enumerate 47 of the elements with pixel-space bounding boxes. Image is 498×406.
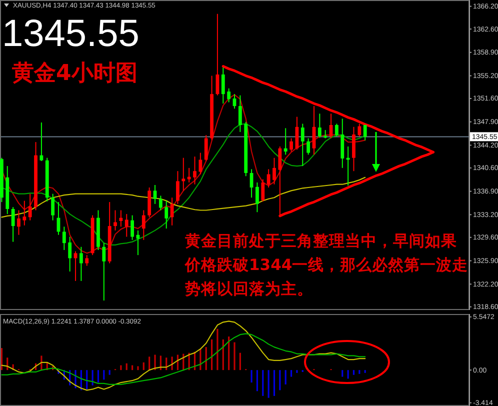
candlestick — [119, 210, 123, 228]
candlestick — [102, 242, 106, 302]
candlestick — [158, 195, 162, 211]
candlestick — [318, 113, 322, 138]
line-series — [1, 320, 366, 391]
candlestick — [261, 178, 265, 202]
candlestick — [198, 152, 202, 175]
candlestick — [352, 126, 356, 172]
annotation: 黄金目前处于三角整理当中，早间如果价格跌破1344一线，那么必然第一波走势将以回落为主。 — [184, 232, 468, 298]
candlestick — [124, 214, 128, 238]
candlestick — [130, 214, 134, 240]
line-series — [1, 333, 366, 385]
candlestick — [266, 168, 270, 188]
candlestick — [363, 124, 367, 141]
candlestick — [187, 167, 191, 183]
candlestick — [227, 88, 231, 103]
candlestick — [51, 193, 55, 221]
candlestick — [68, 236, 72, 272]
candlestick — [221, 67, 225, 104]
candlestick — [153, 184, 157, 204]
candlestick — [28, 193, 32, 221]
candlestick — [300, 123, 304, 167]
candlestick — [85, 254, 89, 266]
candlestick — [193, 156, 196, 185]
candlestick — [17, 210, 20, 236]
annotation: 1345.55 — [2, 13, 140, 55]
candlestick — [164, 200, 168, 230]
annotation: 黄金4小时图 — [11, 61, 138, 86]
candlestick — [62, 226, 66, 251]
candlestick — [142, 210, 146, 240]
candlestick — [284, 128, 288, 156]
candlestick — [340, 118, 344, 168]
candlestick — [22, 200, 26, 226]
candlestick — [358, 123, 362, 137]
candlestick — [238, 94, 242, 132]
candlestick — [204, 134, 208, 162]
candlestick — [290, 138, 293, 152]
candlestick — [114, 210, 117, 231]
candlestick — [182, 157, 186, 192]
candlestick — [306, 138, 310, 156]
candlestick — [256, 182, 259, 213]
candlestick — [335, 123, 338, 137]
candlestick — [176, 170, 180, 204]
candlestick — [272, 157, 276, 185]
candlestick — [79, 246, 83, 282]
candlestick — [11, 206, 15, 242]
candlestick — [40, 122, 44, 162]
